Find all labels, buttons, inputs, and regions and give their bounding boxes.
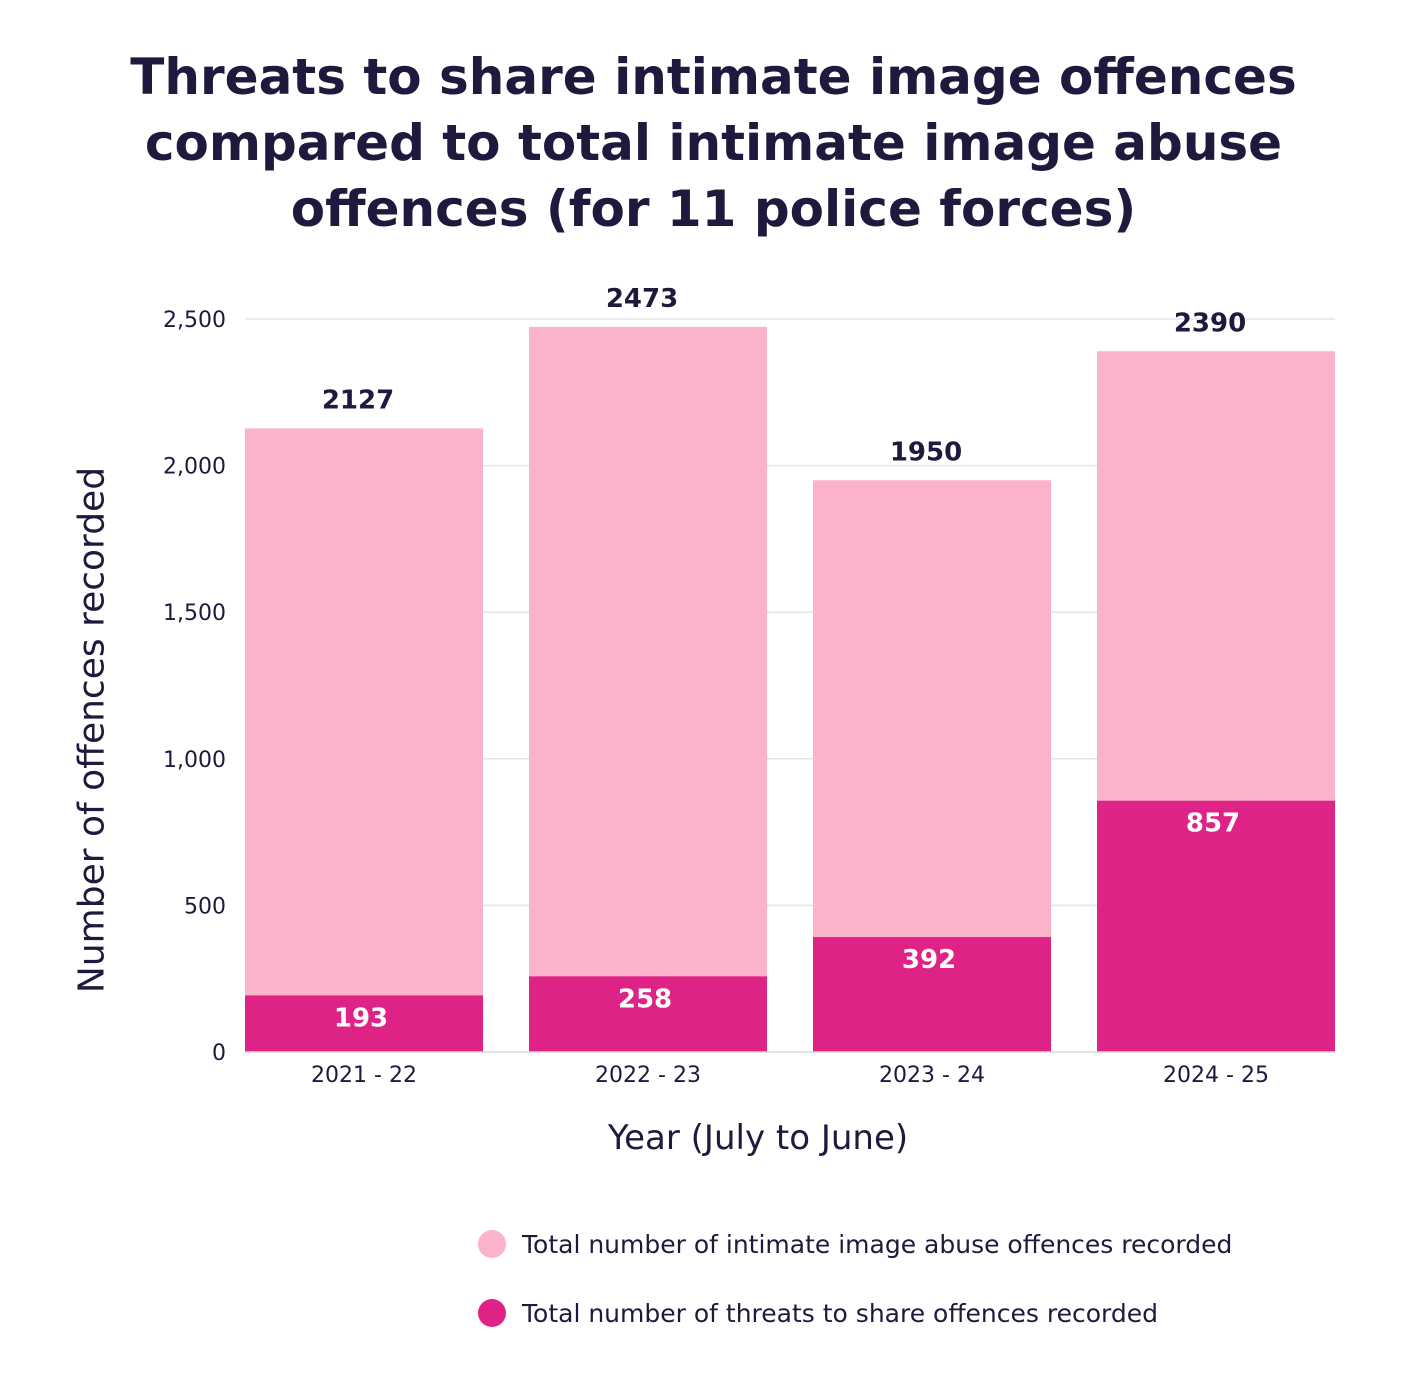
y-axis-label: Number of offences recorded: [71, 466, 113, 994]
legend-label-total: Total number of intimate image abuse off…: [522, 1229, 1233, 1259]
legend-swatch-threats: [478, 1299, 506, 1327]
y-tick-label: 1,500: [163, 601, 226, 626]
chart-title-line-1: Threats to share intimate image offences: [130, 48, 1297, 106]
y-tick-label: 2,500: [163, 308, 226, 333]
bar-group: 1950 392: [813, 437, 1051, 1052]
data-label-threats: 857: [1186, 809, 1240, 839]
y-axis-ticks: 0 500 1,000 1,500 2,000 2,500: [163, 308, 226, 1066]
x-tick-label: 2023 - 24: [879, 1063, 985, 1088]
bar-total: [245, 428, 483, 1052]
y-tick-label: 500: [184, 894, 226, 919]
x-tick-label: 2021 - 22: [311, 1063, 417, 1088]
x-tick-label: 2022 - 23: [595, 1063, 701, 1088]
chart-title-line-3: offences (for 11 police forces): [290, 180, 1137, 238]
bar-threats: [529, 976, 767, 1052]
bar-group: 2473 258: [529, 284, 767, 1053]
data-label-total: 1950: [890, 437, 962, 467]
bars: 2127 193 2473 258 1950 392 2390 857: [245, 284, 1335, 1053]
chart-title: Threats to share intimate image offences…: [0, 44, 1427, 242]
legend-item-threats: Total number of threats to share offence…: [478, 1291, 1232, 1335]
data-label-total: 2127: [322, 385, 394, 415]
x-tick-label: 2024 - 25: [1163, 1063, 1269, 1088]
legend: Total number of intimate image abuse off…: [478, 1222, 1232, 1360]
y-tick-label: 0: [212, 1041, 226, 1066]
bar-group: 2390 857: [1097, 308, 1335, 1052]
data-label-threats: 193: [334, 1003, 388, 1033]
x-axis-label: Year (July to June): [607, 1118, 909, 1158]
bar-threats: [813, 937, 1051, 1052]
x-axis-ticks: 2021 - 22 2022 - 23 2023 - 24 2024 - 25: [311, 1063, 1269, 1088]
y-tick-label: 1,000: [163, 748, 226, 773]
legend-item-total: Total number of intimate image abuse off…: [478, 1222, 1232, 1266]
data-label-threats: 258: [618, 984, 672, 1014]
data-label-total: 2390: [1174, 308, 1246, 338]
data-label-total: 2473: [606, 284, 678, 314]
legend-label-threats: Total number of threats to share offence…: [522, 1298, 1158, 1328]
bar-group: 2127 193: [245, 385, 483, 1052]
bar-total: [529, 326, 767, 1053]
y-tick-label: 2,000: [163, 455, 226, 480]
legend-swatch-total: [478, 1230, 506, 1258]
bar-threats: [1097, 800, 1335, 1052]
data-label-threats: 392: [902, 945, 956, 975]
chart-title-line-2: compared to total intimate image abuse: [144, 114, 1283, 172]
bar-threats: [245, 995, 483, 1052]
